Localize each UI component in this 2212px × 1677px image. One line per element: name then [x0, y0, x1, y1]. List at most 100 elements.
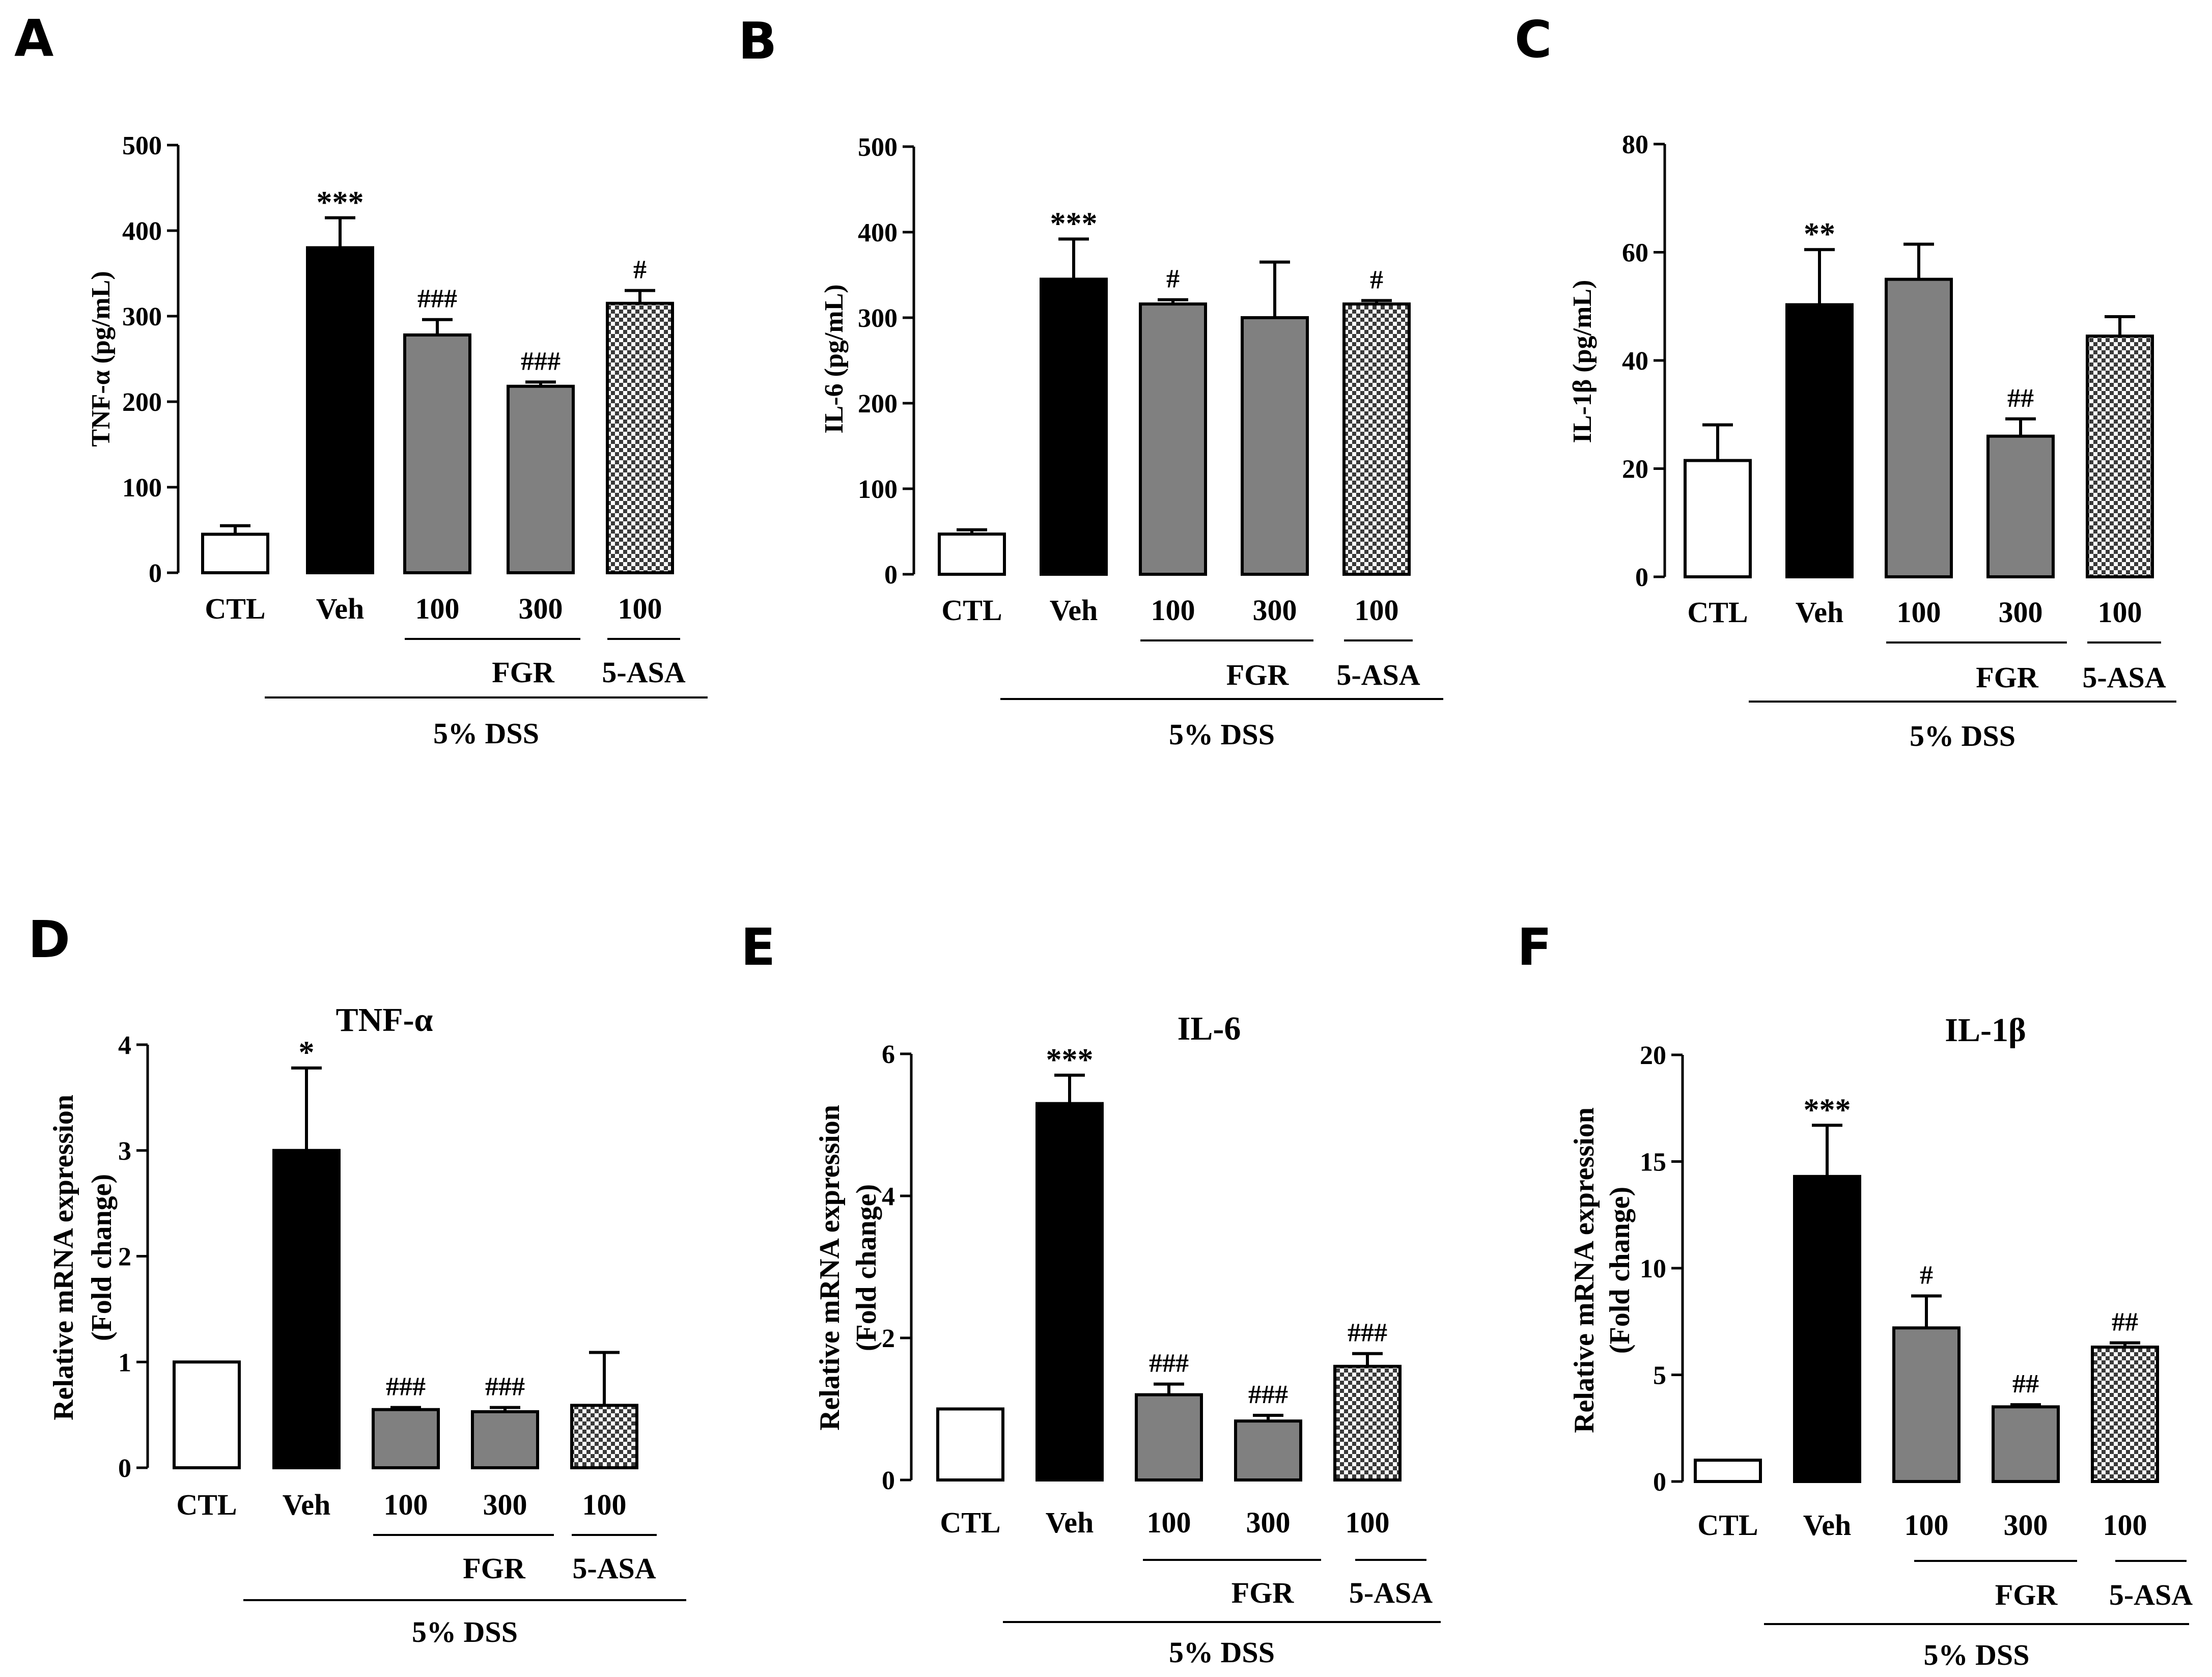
significance-label: #	[1920, 1261, 1933, 1290]
fgr-group-label: FGR	[1231, 1576, 1295, 1609]
dss-group-label: 5% DSS	[1169, 718, 1275, 751]
asa-group-label: 5-ASA	[1336, 658, 1420, 691]
chart-title: TNF-α	[336, 1001, 433, 1039]
panel-letter: D	[28, 910, 70, 969]
bar	[1785, 303, 1854, 578]
category-label: CTL	[941, 594, 1002, 627]
bar	[1040, 277, 1108, 576]
y-axis-label: Relative mRNA expression	[814, 1105, 846, 1431]
bar	[1241, 316, 1309, 576]
category-label: 300	[2004, 1508, 2048, 1542]
significance-label: ##	[2007, 384, 2034, 413]
y-tick-label: 0	[1653, 1468, 1666, 1497]
category-label: 100	[2098, 596, 2142, 629]
panel-b: B 0 100 200 300 400 500 IL-6 (pg/mL) CTL *** Veh #1…	[738, 11, 1443, 751]
y-tick-label: 40	[1622, 347, 1648, 376]
y-tick-label: 4	[882, 1182, 895, 1211]
panel-letter: B	[738, 11, 777, 71]
fgr-group-label: FGR	[463, 1552, 526, 1585]
y-axis-label: TNF-α (pg/mL)	[87, 271, 116, 446]
asa-group-label: 5-ASA	[602, 656, 685, 689]
category-label: 100	[1905, 1508, 1949, 1542]
asa-group-label: 5-ASA	[1349, 1576, 1433, 1609]
bar	[936, 1407, 1004, 1482]
significance-label: ##	[2112, 1308, 2138, 1337]
category-label: 100	[1355, 594, 1399, 627]
category-label: 100	[618, 592, 662, 625]
significance-label: ###	[386, 1373, 426, 1402]
category-label: 100	[1346, 1506, 1390, 1539]
category-label: 100	[1897, 596, 1941, 629]
y-tick-label: 300	[122, 302, 162, 331]
y-tick-label: 100	[122, 473, 162, 502]
category-label: Veh	[283, 1488, 331, 1521]
category-label: CTL	[1697, 1508, 1758, 1542]
significance-label: ###	[1248, 1380, 1288, 1409]
significance-label: ##	[2012, 1369, 2039, 1399]
y-tick-label: 400	[122, 217, 162, 246]
y-axis-label-2: (Fold change)	[1604, 1187, 1636, 1354]
category-label: CTL	[940, 1506, 1000, 1539]
category-label: 100	[582, 1488, 627, 1521]
significance-label: ###	[417, 285, 457, 314]
category-label: 300	[519, 592, 563, 625]
y-tick-label: 0	[149, 559, 162, 588]
y-tick-label: 300	[858, 304, 898, 333]
category-label: Veh	[1796, 596, 1844, 629]
category-label: CTL	[176, 1488, 237, 1521]
category-label: 100	[384, 1488, 428, 1521]
significance-label: **	[1804, 217, 1835, 251]
y-tick-label: 0	[884, 561, 898, 590]
y-tick-label: 200	[858, 389, 898, 418]
chart-title: IL-6	[1178, 1010, 1241, 1047]
category-label: Veh	[1046, 1506, 1094, 1539]
y-axis-label: Relative mRNA expression	[1569, 1107, 1600, 1433]
panel-letter: E	[741, 917, 775, 977]
y-tick-label: 200	[122, 388, 162, 417]
bar	[1035, 1102, 1104, 1482]
y-axis-label: IL-1β (pg/mL)	[1568, 280, 1597, 443]
panel-f: F IL-1β 0 5 10 15 20 Relative mRNA expression (F…	[1517, 917, 2193, 1671]
y-axis-label: Relative mRNA expression	[48, 1095, 79, 1420]
bar	[1992, 1405, 2060, 1484]
fgr-group-label: FGR	[1226, 658, 1290, 691]
y-tick-label: 100	[858, 475, 898, 504]
category-label: Veh	[1803, 1508, 1852, 1542]
bar	[272, 1149, 341, 1469]
y-tick-label: 15	[1640, 1148, 1666, 1177]
category-label: 100	[1147, 1506, 1191, 1539]
bar	[1333, 1364, 1402, 1482]
y-tick-label: 400	[858, 218, 898, 247]
fgr-group-label: FGR	[1976, 661, 2039, 694]
bar	[306, 246, 374, 575]
dss-group-label: 5% DSS	[1169, 1636, 1275, 1669]
category-label: Veh	[316, 592, 365, 625]
y-tick-label: 500	[858, 133, 898, 162]
bar	[372, 1408, 440, 1470]
chart-title: IL-1β	[1945, 1012, 2026, 1049]
y-tick-label: 20	[1640, 1041, 1666, 1070]
category-label: 300	[1246, 1506, 1291, 1539]
bar	[1885, 277, 1953, 578]
y-tick-label: 0	[1635, 563, 1648, 592]
category-label: 300	[483, 1488, 527, 1521]
significance-label: ***	[1050, 206, 1098, 241]
panel-c: C 0 20 40 60 80 IL-1β (pg/mL) CTL ** Veh 100 ## 300 1…	[1515, 10, 2176, 752]
panel-letter: F	[1517, 917, 1552, 977]
y-tick-label: 2	[882, 1324, 895, 1353]
panel-letter: C	[1515, 10, 1552, 69]
fgr-group-label: FGR	[1995, 1578, 2058, 1611]
y-axis-label-2: (Fold change)	[851, 1184, 882, 1351]
significance-label: *	[299, 1036, 315, 1070]
y-axis-label: IL-6 (pg/mL)	[820, 284, 849, 433]
bar	[1694, 1459, 1762, 1484]
bar	[1342, 302, 1411, 576]
bar	[507, 384, 575, 574]
panel-e: E IL-6 0 2 4 6 Relative mRNA expression (Fold c…	[741, 917, 1441, 1669]
dss-group-label: 5% DSS	[412, 1615, 518, 1648]
y-tick-label: 1	[118, 1348, 131, 1377]
y-tick-label: 10	[1640, 1254, 1666, 1283]
bar	[1234, 1419, 1302, 1482]
dss-group-label: 5% DSS	[1924, 1638, 2030, 1671]
bar	[471, 1410, 539, 1470]
